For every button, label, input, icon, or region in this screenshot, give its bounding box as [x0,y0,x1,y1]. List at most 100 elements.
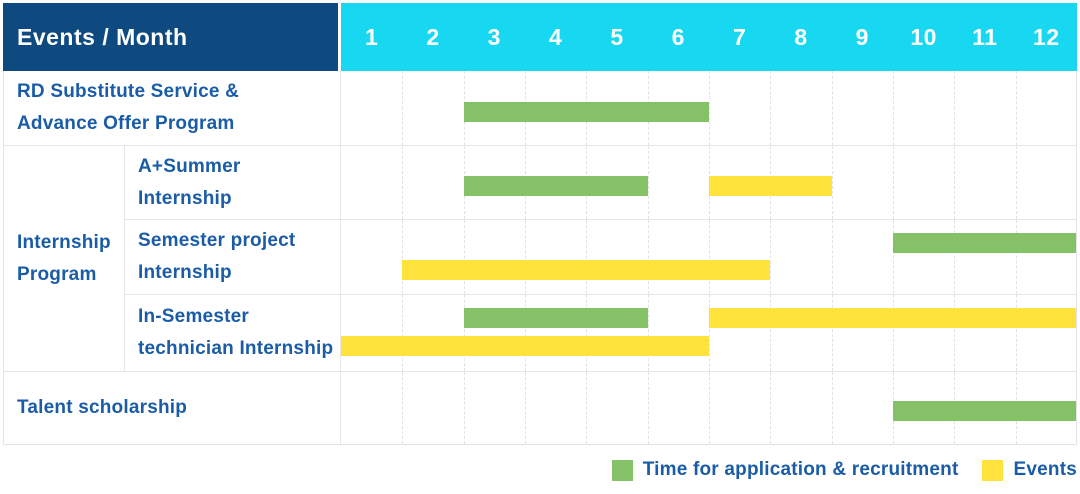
row-label-line: Program [17,263,97,285]
month-gridline [832,220,833,294]
month-gridline [709,295,710,371]
legend-label-application: Time for application & recruitment [642,459,959,480]
month-gridline [770,220,771,294]
row-label-semester-project-internship: Semester project Internship [125,220,341,294]
month-gridline [402,220,403,294]
gantt-bar-application [464,102,709,122]
month-header-2: 2 [426,23,440,50]
legend-swatch-event [982,459,1004,481]
gantt-chart-a-plus-summer-internship [341,146,1076,219]
gantt-bar-application [893,401,1076,421]
gantt-bar-application [464,308,648,328]
month-gridline [832,295,833,371]
month-gridline [709,220,710,294]
month-gridline [586,372,587,444]
month-gridline [525,295,526,371]
row-label-in-semester-technician-internship: In-Semester technician Internship [125,295,341,371]
gantt-bar-event [402,260,770,280]
gantt-bar-application [464,176,648,196]
month-header-strip: 1 2 3 4 5 6 7 8 9 10 11 12 [341,3,1077,71]
header-divider-gap [338,3,341,71]
month-gridline [893,146,894,219]
row-label-line: Talent scholarship [17,397,188,418]
month-gridline [464,372,465,444]
month-gridline [709,372,710,444]
month-gridline [893,71,894,145]
gantt-row-semester-project-internship: Semester project Internship [125,220,1076,295]
table-body: RD Substitute Service & Advance Offer Pro… [3,71,1077,445]
month-gridline [525,372,526,444]
group-label-internship-program: Internship Program [4,146,125,371]
month-gridline [648,220,649,294]
events-month-table: Events / Month 1 2 3 4 5 6 7 8 9 10 11 12 RD Substi… [3,3,1077,445]
row-label-a-plus-summer-internship: A+Summer Internship [125,146,341,219]
month-gridline [525,220,526,294]
month-gridline [1016,220,1017,294]
month-gridline [832,71,833,145]
month-header-8: 8 [794,23,808,50]
month-gridline [464,220,465,294]
month-gridline [648,295,649,371]
month-header-5: 5 [610,23,624,50]
row-label-line: Internship [17,231,111,253]
month-gridline [832,146,833,219]
gantt-row-rd-substitute-service: RD Substitute Service & Advance Offer Pro… [4,71,1076,146]
month-header-10: 10 [910,23,937,50]
month-gridline [954,220,955,294]
month-gridline [1016,295,1017,371]
row-label-rd-substitute-service: RD Substitute Service & Advance Offer Pro… [4,71,341,145]
row-label-line: Advance Offer Program [17,113,235,134]
month-header-11: 11 [972,23,998,50]
month-gridline [770,372,771,444]
month-gridline [893,295,894,371]
gantt-bar-event [341,336,709,356]
month-gridline [402,295,403,371]
legend-swatch-application [611,459,633,481]
gantt-chart-talent-scholarship [341,372,1076,444]
month-gridline [586,220,587,294]
legend-label-event: Events [1013,459,1077,480]
gantt-bar-application [893,233,1076,253]
month-gridline [770,295,771,371]
month-gridline [402,146,403,219]
month-header-7: 7 [732,23,747,50]
legend-item-event: Events [982,459,1077,481]
month-gridline [954,295,955,371]
gantt-chart-in-semester-technician-internship [341,295,1076,371]
row-label-line: RD Substitute Service & [17,81,240,102]
gantt-row-in-semester-technician-internship: In-Semester technician Internship [125,295,1076,371]
month-gridline [402,71,403,145]
internship-sub-rows: A+Summer Internship Semester project Intern… [125,146,1076,371]
month-gridline [1016,71,1017,145]
month-header-9: 9 [855,23,869,50]
month-gridline [402,372,403,444]
month-gridline [648,372,649,444]
internship-program-group: Internship Program A+Summer Internship Semes… [4,146,1076,372]
events-month-title: Events / Month [17,23,188,50]
month-header-4: 4 [549,23,563,50]
legend-item-application: Time for application & recruitment [611,459,959,481]
row-label-line: technician Internship [138,338,334,359]
table-header-row: Events / Month 1 2 3 4 5 6 7 8 9 10 11 12 [3,3,1077,71]
gantt-bar-event [709,176,832,196]
row-label-line: A+Summer [138,155,241,177]
row-label-talent-scholarship: Talent scholarship [4,372,341,444]
month-header-6: 6 [671,23,685,50]
month-gridline [709,71,710,145]
month-header-3: 3 [487,23,501,50]
month-header-1: 1 [365,23,379,50]
row-label-line: In-Semester [138,306,249,327]
row-label-line: Semester project [138,230,296,251]
month-gridline [832,372,833,444]
month-gridline [1016,146,1017,219]
month-gridline [648,146,649,219]
gantt-bar-event [709,308,1076,328]
month-header-12: 12 [1032,23,1060,50]
month-gridline [954,71,955,145]
gantt-row-talent-scholarship: Talent scholarship [4,372,1076,444]
gantt-chart-semester-project-internship [341,220,1076,294]
month-gridline [586,295,587,371]
month-gridline [893,220,894,294]
row-label-line: Internship [138,262,232,283]
